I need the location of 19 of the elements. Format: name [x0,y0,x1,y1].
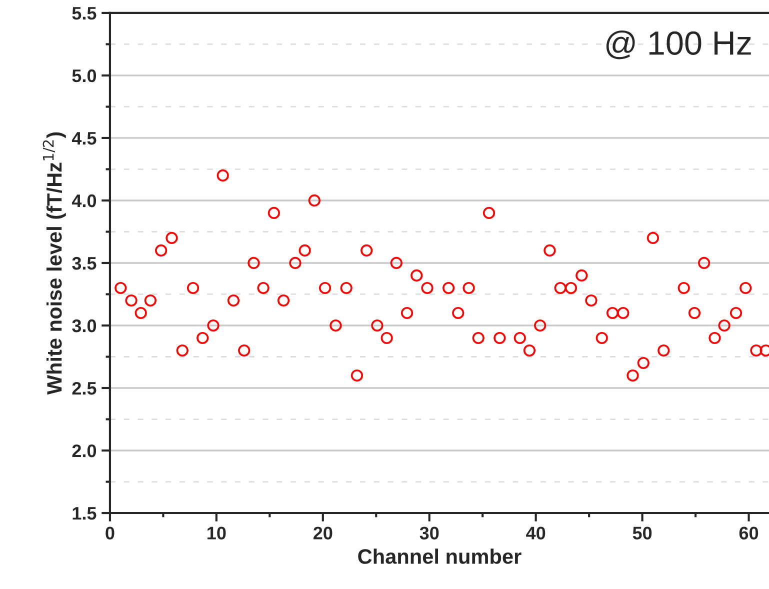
x-tick-label: 10 [208,526,226,540]
x-tick-label: 60 [739,526,758,540]
y-tick-label: 4.5 [72,132,96,145]
y-tick-label: 4.0 [72,194,96,208]
annotation: @ 100 Hz [606,30,751,60]
y-tick-label: 5.5 [72,7,96,20]
y-tick-label: 2.0 [72,444,96,458]
y-tick-label: 2.5 [72,382,96,395]
x-tick-label: 0 [106,526,114,540]
x-tick-label: 40 [526,526,546,540]
y-tick-label: 5.0 [72,69,96,82]
y-tick-label: 3.5 [72,256,96,270]
y-axis-title: White noise level (fT/Hz$^{1/2}$) [42,132,66,395]
y-tick-label: 3.0 [72,319,96,332]
x-axis-title: Channel number [358,548,522,564]
x-tick-label: 50 [632,526,652,540]
x-tick-label: 30 [420,526,439,540]
y-tick-label: 1.5 [72,507,96,520]
x-tick-label: 20 [313,526,332,540]
